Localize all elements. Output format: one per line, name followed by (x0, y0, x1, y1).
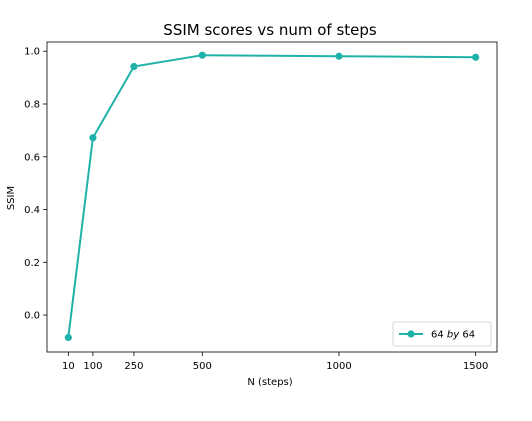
legend-label-part: 64 (459, 330, 475, 341)
legend: 64 by 64 (392, 321, 492, 347)
y-tick-label: 0.8 (24, 100, 40, 111)
y-tick-label: 1.0 (24, 47, 40, 58)
legend-label-part: by (447, 330, 460, 341)
chart-title: SSIM scores vs num of steps (163, 21, 377, 39)
data-point (472, 53, 480, 61)
legend-box (392, 321, 492, 347)
x-tick-label: 250 (124, 361, 143, 372)
x-tick-label: 10 (62, 361, 75, 372)
y-tick-label: 0.4 (24, 205, 40, 216)
data-point (89, 134, 97, 142)
data-point (130, 62, 138, 71)
y-tick-label: 0.6 (24, 152, 40, 163)
y-tick-label: 0.0 (24, 311, 40, 322)
x-tick-label: 100 (83, 361, 102, 372)
y-axis-label: SSIM (6, 186, 17, 210)
axes-frame (46, 41, 498, 353)
legend-label: 64 by 64 (431, 330, 475, 341)
data-point (198, 51, 206, 59)
plot-area: 10 100 250 500 1000 1500 0.0 0.2 0.4 0.6 0.8 1.0 64 … (24, 41, 498, 372)
x-tick-label: 1500 (463, 361, 488, 372)
x-tick-label: 500 (193, 361, 212, 372)
data-point (335, 52, 343, 60)
series-line (67, 54, 476, 338)
legend-marker (407, 330, 415, 338)
legend-label-part: 64 (431, 330, 447, 341)
data-point (64, 333, 72, 342)
x-tick-label: 1000 (326, 361, 351, 372)
y-tick-label: 0.2 (24, 258, 40, 269)
x-axis-label: N (steps) (247, 377, 292, 388)
